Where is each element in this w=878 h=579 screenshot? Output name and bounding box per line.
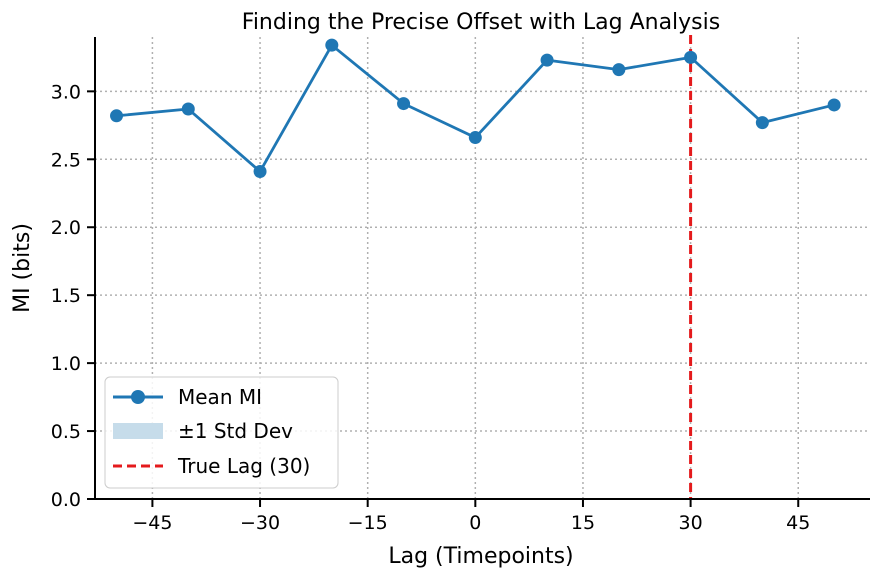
- chart-title: Finding the Precise Offset with Lag Anal…: [242, 10, 720, 35]
- mean-mi-point: [468, 131, 482, 145]
- legend-frame: [104, 376, 339, 489]
- y-tick-label: 2.0: [51, 217, 81, 239]
- y-tick-label: 0.0: [51, 489, 81, 511]
- legend: Mean MI ±1 Std Dev True Lag (30): [104, 376, 339, 489]
- y-tick-label: 1.0: [51, 353, 81, 375]
- y-tick-label: 1.5: [51, 285, 81, 307]
- series-layer: [110, 38, 841, 179]
- y-ticks: 0.0 0.5 1.0 1.5 2.0 2.5 3.0: [51, 81, 95, 511]
- legend-item-true-lag: True Lag (30): [113, 454, 310, 478]
- legend-item-mean-mi: Mean MI: [113, 385, 262, 409]
- mean-mi-point: [325, 38, 339, 52]
- x-tick-label: −30: [240, 512, 280, 534]
- x-ticks: −45 −30 −15 0 15 30 45: [132, 499, 810, 534]
- mean-mi-point: [827, 98, 841, 112]
- legend-std-dev-patch: [113, 423, 163, 439]
- mean-mi-point: [253, 165, 267, 179]
- x-tick-label: 15: [571, 512, 595, 534]
- x-tick-label: −45: [132, 512, 172, 534]
- legend-std-dev-label: ±1 Std Dev: [178, 419, 293, 443]
- mean-mi-point: [684, 50, 698, 64]
- y-tick-label: 2.5: [51, 149, 81, 171]
- mean-mi-point: [181, 102, 195, 116]
- legend-mean-mi-marker: [131, 390, 145, 404]
- y-tick-label: 0.5: [51, 421, 81, 443]
- x-tick-label: 0: [469, 512, 481, 534]
- axes: [94, 37, 870, 500]
- legend-item-std-dev: ±1 Std Dev: [113, 419, 293, 443]
- legend-true-lag-label: True Lag (30): [177, 454, 310, 478]
- mean-mi-point: [540, 53, 554, 67]
- mean-mi-point: [755, 116, 769, 130]
- y-tick-label: 3.0: [51, 81, 81, 103]
- legend-mean-mi-label: Mean MI: [178, 385, 262, 409]
- mean-mi-point: [612, 63, 626, 77]
- mean-mi-point: [397, 97, 411, 111]
- x-tick-label: −15: [348, 512, 388, 534]
- mean-mi-point: [110, 109, 124, 123]
- x-tick-label: 30: [679, 512, 703, 534]
- y-axis-label: MI (bits): [10, 223, 35, 313]
- x-tick-label: 45: [786, 512, 810, 534]
- x-axis-label: Lag (Timepoints): [388, 544, 573, 569]
